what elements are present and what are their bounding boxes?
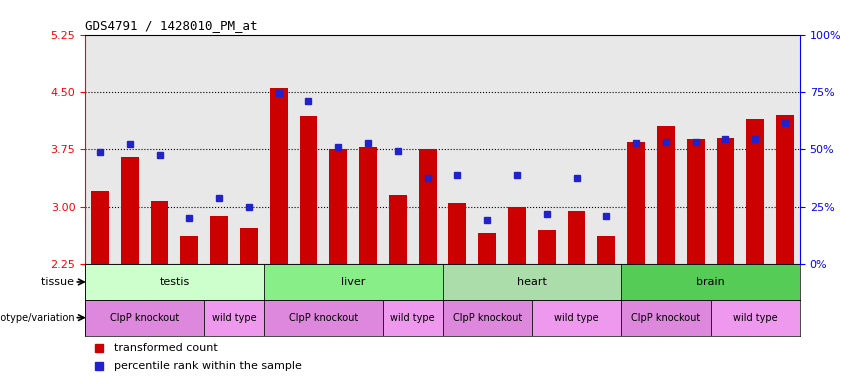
Text: testis: testis <box>159 277 190 287</box>
Bar <box>478 233 496 264</box>
Bar <box>687 139 705 264</box>
Text: tissue: tissue <box>42 277 78 287</box>
Bar <box>508 207 526 264</box>
Bar <box>448 203 466 264</box>
Text: percentile rank within the sample: percentile rank within the sample <box>114 361 301 371</box>
Text: wild type: wild type <box>733 313 778 323</box>
Bar <box>532 300 621 336</box>
Bar <box>329 149 347 264</box>
Bar <box>85 264 264 300</box>
Bar <box>443 264 621 300</box>
Text: ClpP knockout: ClpP knockout <box>110 313 180 323</box>
Bar <box>597 236 615 264</box>
Bar <box>383 300 443 336</box>
Text: wild type: wild type <box>212 313 256 323</box>
Bar <box>300 116 317 264</box>
Bar <box>180 236 198 264</box>
Bar <box>240 228 258 264</box>
Bar <box>210 216 228 264</box>
Text: genotype/variation: genotype/variation <box>0 313 78 323</box>
Bar <box>264 300 383 336</box>
Bar <box>657 126 675 264</box>
Text: GDS4791 / 1428010_PM_at: GDS4791 / 1428010_PM_at <box>85 19 258 32</box>
Bar <box>711 300 800 336</box>
Text: wild type: wild type <box>554 313 599 323</box>
Text: wild type: wild type <box>391 313 435 323</box>
Bar <box>121 157 139 264</box>
Bar <box>151 200 168 264</box>
Bar <box>746 119 764 264</box>
Text: ClpP knockout: ClpP knockout <box>631 313 700 323</box>
Bar <box>91 191 109 264</box>
Bar <box>627 142 645 264</box>
Bar <box>776 115 794 264</box>
Bar <box>359 147 377 264</box>
Text: ClpP knockout: ClpP knockout <box>288 313 358 323</box>
Bar <box>389 195 407 264</box>
Bar <box>264 264 443 300</box>
Bar <box>85 300 204 336</box>
Bar <box>621 264 800 300</box>
Bar <box>419 149 437 264</box>
Text: heart: heart <box>517 277 547 287</box>
Bar <box>204 300 264 336</box>
Text: brain: brain <box>696 277 725 287</box>
Text: ClpP knockout: ClpP knockout <box>453 313 522 323</box>
Text: transformed count: transformed count <box>114 343 218 353</box>
Bar <box>717 138 734 264</box>
Bar <box>621 300 711 336</box>
Text: liver: liver <box>341 277 365 287</box>
Bar <box>270 88 288 264</box>
Bar <box>443 300 532 336</box>
Bar <box>568 210 585 264</box>
Bar <box>538 230 556 264</box>
